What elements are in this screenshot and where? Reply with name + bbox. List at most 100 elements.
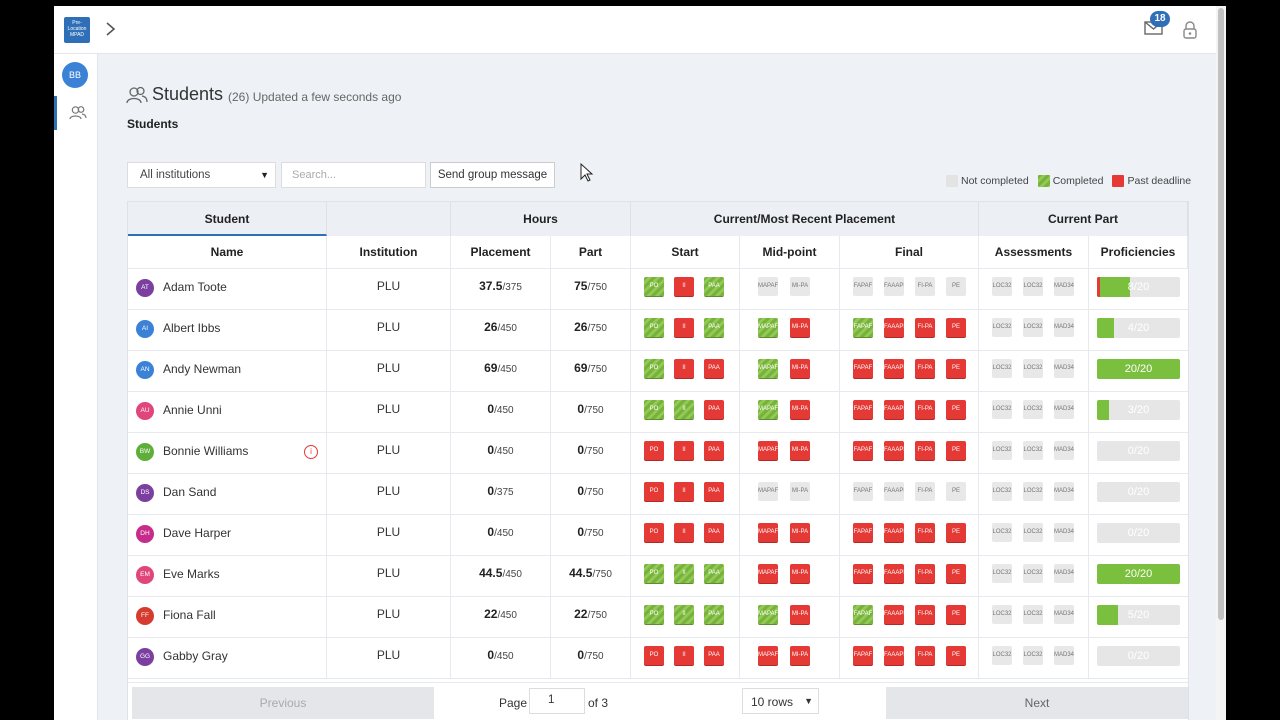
proficiency-progress-bar[interactable]: 0/20 <box>1097 523 1180 543</box>
status-box-assessment-grey[interactable]: LOC32 <box>992 359 1012 378</box>
previous-button[interactable]: Previous <box>132 687 434 719</box>
status-box-assessment-grey[interactable]: MAD34 <box>1054 646 1074 665</box>
student-name[interactable]: Fiona Fall <box>163 608 216 622</box>
student-name[interactable]: Eve Marks <box>163 567 220 581</box>
status-box-final-red[interactable]: FI-PA <box>915 359 935 378</box>
column-header-part[interactable]: Part <box>551 236 631 269</box>
status-box-midpoint-red[interactable]: MI-PA <box>790 605 810 624</box>
status-box-assessment-grey[interactable]: LOC32 <box>992 646 1012 665</box>
status-box-start-red[interactable]: PO <box>644 523 664 542</box>
status-box-midpoint-green[interactable]: MAPAF <box>758 400 778 419</box>
status-box-midpoint-red[interactable]: MAPAF <box>758 564 778 583</box>
column-header-institution[interactable]: Institution <box>327 236 451 269</box>
status-box-final-red[interactable]: PE <box>946 523 966 542</box>
proficiency-progress-bar[interactable]: 3/20 <box>1097 400 1180 420</box>
status-box-assessment-grey[interactable]: MAD34 <box>1054 441 1074 460</box>
status-box-final-green[interactable]: FAPAF <box>853 318 873 337</box>
status-box-final-red[interactable]: FAPAF <box>853 400 873 419</box>
status-box-midpoint-red[interactable]: MI-PA <box>790 441 810 460</box>
status-box-start-green[interactable]: PAA <box>704 318 724 337</box>
status-box-midpoint-grey[interactable]: MAPAF <box>758 277 778 296</box>
status-box-final-red[interactable]: FI-PA <box>915 400 935 419</box>
status-box-start-red[interactable]: PAA <box>704 441 724 460</box>
column-header-placement[interactable]: Placement <box>451 236 551 269</box>
table-row[interactable]: DS Dan Sand PLU 0/375 0/750 PO II PAA MAPAF MI-PA… <box>128 474 1188 515</box>
status-box-start-green[interactable]: PAA <box>704 277 724 296</box>
status-box-start-red[interactable]: PO <box>644 646 664 665</box>
table-row[interactable]: AT Adam Toote PLU 37.5/375 75/750 PO II PAA MAPA… <box>128 269 1188 310</box>
status-box-final-red[interactable]: FI-PA <box>915 441 935 460</box>
rows-per-page-select[interactable]: 10 rows ▼ <box>742 688 819 714</box>
status-box-final-red[interactable]: PE <box>946 605 966 624</box>
status-box-midpoint-green[interactable]: MAPAF <box>758 359 778 378</box>
student-name[interactable]: Gabby Gray <box>163 649 228 663</box>
status-box-final-red[interactable]: FI-PA <box>915 318 935 337</box>
status-box-assessment-grey[interactable]: LOC32 <box>992 400 1012 419</box>
send-group-message-button[interactable]: Send group message <box>430 162 555 188</box>
proficiency-progress-bar[interactable]: 0/20 <box>1097 646 1180 666</box>
status-box-midpoint-red[interactable]: MI-PA <box>790 318 810 337</box>
status-box-assessment-grey[interactable]: LOC32 <box>992 564 1012 583</box>
column-header-name[interactable]: Name <box>128 236 327 269</box>
status-box-start-green[interactable]: PO <box>644 400 664 419</box>
status-box-midpoint-red[interactable]: MI-PA <box>790 359 810 378</box>
status-box-midpoint-red[interactable]: MI-PA <box>790 564 810 583</box>
status-box-start-green[interactable]: PAA <box>704 605 724 624</box>
status-box-final-red[interactable]: FI-PA <box>915 646 935 665</box>
status-box-start-red[interactable]: II <box>674 359 694 378</box>
status-box-final-grey[interactable]: PE <box>946 482 966 501</box>
status-box-start-red[interactable]: II <box>674 277 694 296</box>
status-box-assessment-grey[interactable]: LOC32 <box>1023 523 1043 542</box>
status-box-final-red[interactable]: PE <box>946 400 966 419</box>
table-row[interactable]: AN Andy Newman PLU 69/450 69/750 PO II PAA MAPAF… <box>128 351 1188 392</box>
chevron-right-icon[interactable] <box>104 20 122 40</box>
proficiency-progress-bar[interactable]: 20/20 <box>1097 564 1180 584</box>
status-box-midpoint-red[interactable]: MAPAF <box>758 441 778 460</box>
status-box-start-green[interactable]: PO <box>644 277 664 296</box>
page-number-input[interactable]: 1 <box>529 688 585 714</box>
status-box-assessment-grey[interactable]: LOC32 <box>1023 564 1043 583</box>
info-icon[interactable]: i <box>304 445 318 459</box>
search-input[interactable]: Search... <box>281 162 426 188</box>
status-box-assessment-grey[interactable]: LOC32 <box>1023 318 1043 337</box>
status-box-final-grey[interactable]: PE <box>946 277 966 296</box>
student-name[interactable]: Bonnie Williams <box>163 444 249 458</box>
status-box-final-red[interactable]: PE <box>946 359 966 378</box>
status-box-assessment-grey[interactable]: MAD34 <box>1054 605 1074 624</box>
status-box-final-green[interactable]: FAPAF <box>853 605 873 624</box>
status-box-start-red[interactable]: PAA <box>704 646 724 665</box>
status-box-assessment-grey[interactable]: MAD34 <box>1054 400 1074 419</box>
status-box-start-red[interactable]: PO <box>644 482 664 501</box>
status-box-midpoint-red[interactable]: MI-PA <box>790 646 810 665</box>
student-name[interactable]: Dave Harper <box>163 526 232 540</box>
status-box-assessment-grey[interactable]: LOC32 <box>1023 441 1043 460</box>
status-box-assessment-grey[interactable]: LOC32 <box>1023 277 1043 296</box>
status-box-start-red[interactable]: PAA <box>704 359 724 378</box>
status-box-assessment-grey[interactable]: LOC32 <box>992 318 1012 337</box>
column-header-final[interactable]: Final <box>840 236 979 269</box>
status-box-final-grey[interactable]: FAPAF <box>853 482 873 501</box>
status-box-assessment-grey[interactable]: MAD34 <box>1054 523 1074 542</box>
status-box-start-green[interactable]: II <box>674 605 694 624</box>
table-row[interactable]: AU Annie Unni PLU 0/450 0/750 PO II PAA MAPAF MI-… <box>128 392 1188 433</box>
status-box-start-green[interactable]: II <box>674 400 694 419</box>
status-box-start-green[interactable]: PO <box>644 359 664 378</box>
proficiency-progress-bar[interactable]: 4/20 <box>1097 318 1180 338</box>
status-box-start-red[interactable]: PAA <box>704 523 724 542</box>
lock-icon[interactable] <box>1182 20 1198 40</box>
column-header-proficiencies[interactable]: Proficiencies <box>1089 236 1188 269</box>
status-box-start-red[interactable]: PAA <box>704 400 724 419</box>
column-header-mid-point[interactable]: Mid-point <box>740 236 840 269</box>
status-box-start-red[interactable]: II <box>674 523 694 542</box>
status-box-final-red[interactable]: FAPAF <box>853 564 873 583</box>
institution-select[interactable]: All institutions ▼ <box>127 162 276 188</box>
status-box-final-red[interactable]: PE <box>946 318 966 337</box>
column-header-assessments[interactable]: Assessments <box>979 236 1089 269</box>
status-box-final-red[interactable]: PE <box>946 646 966 665</box>
